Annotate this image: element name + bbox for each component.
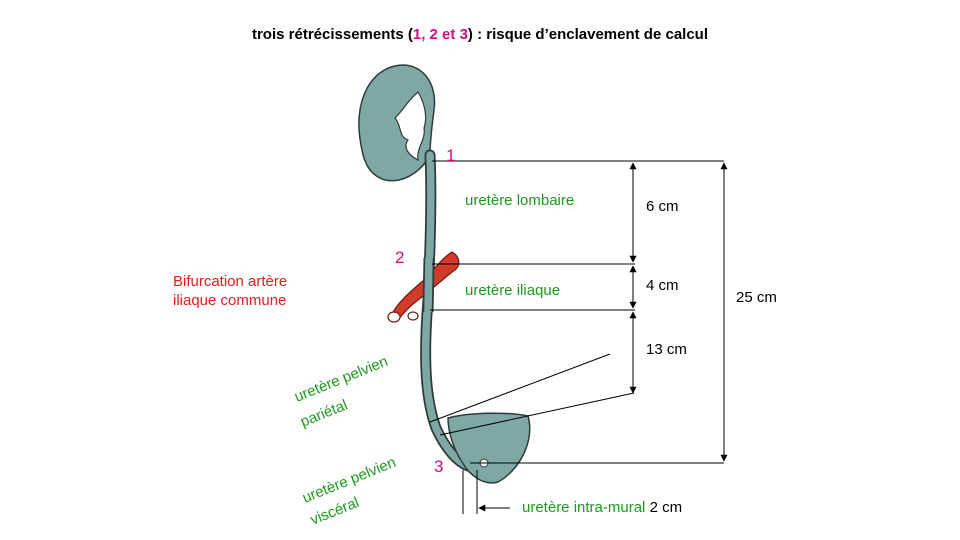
marker-2: 2 <box>395 248 405 267</box>
title-part1: trois rétrécissements ( <box>251 26 413 43</box>
diagram-title: trois rétrécissements (1, 2 et 3) : risq… <box>0 26 960 43</box>
measure-iliaque: 4 cm <box>646 277 679 294</box>
bladder-shape <box>447 412 531 484</box>
title-highlight: 1, 2 et 3 <box>412 26 468 43</box>
measure-lombaire: 6 cm <box>646 198 679 215</box>
label-ureter-iliaque: uretère iliaque <box>465 282 561 299</box>
renal-pelvis-shape <box>394 91 427 162</box>
label-artery-line2: iliaque commune <box>173 292 287 309</box>
measure-pelvien: 13 cm <box>646 341 687 358</box>
label-intra-mural: uretère intra-mural 2 cm <box>522 499 682 517</box>
label-artery-line1: Bifurcation artère <box>173 273 288 290</box>
marker-3: 3 <box>434 457 444 476</box>
measure-total: 25 cm <box>736 289 777 306</box>
label-ureter-lombaire: uretère lombaire <box>465 192 575 209</box>
marker-1: 1 <box>446 146 456 165</box>
intra-mural-text: uretère intra-mural <box>522 499 646 516</box>
intra-mural-length: 2 cm <box>649 499 683 516</box>
title-part2: ) : risque d’enclavement de calcul <box>467 26 709 43</box>
